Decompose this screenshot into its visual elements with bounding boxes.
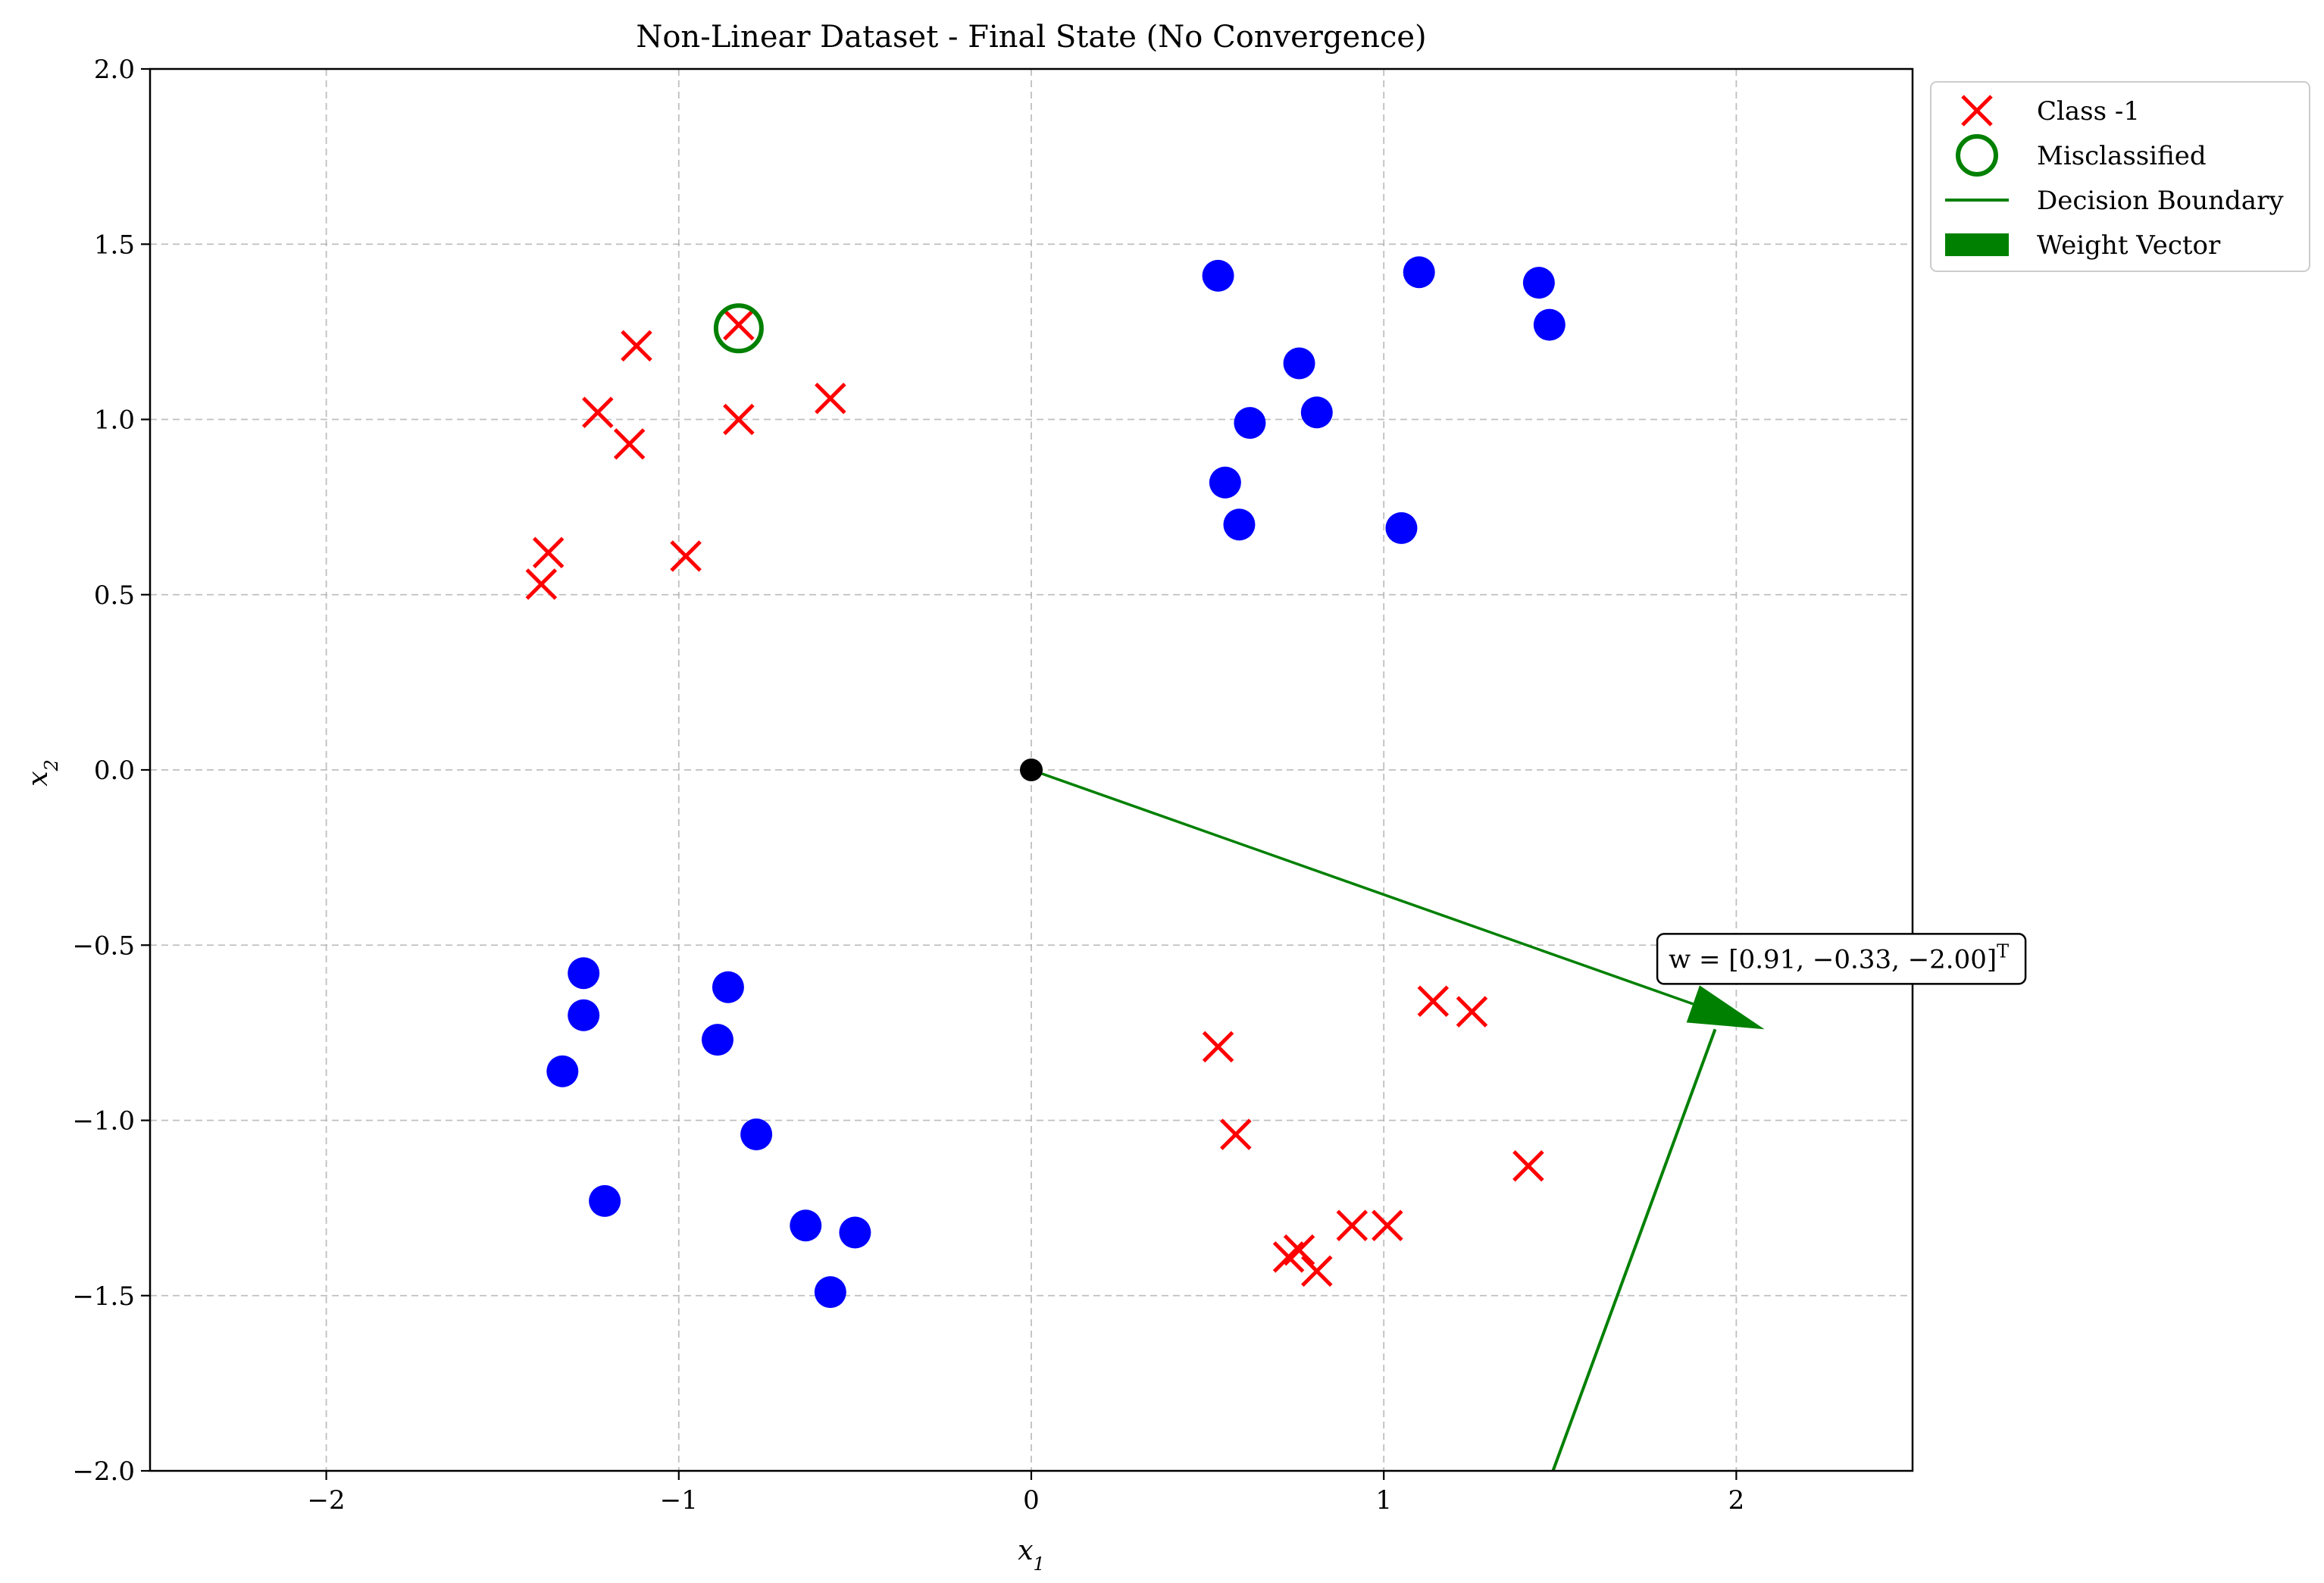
class-pos-marker <box>1533 308 1565 341</box>
class-pos-marker <box>1209 466 1241 499</box>
x-tick-label: 1 <box>1375 1485 1392 1516</box>
legend: Class -1 Misclassified Decision Boundary We… <box>1930 81 2310 272</box>
y-tick-label: 0.5 <box>94 580 135 611</box>
legend-label: Class -1 <box>2037 96 2140 127</box>
y-tick-label: −0.5 <box>72 931 135 961</box>
class-neg-marker <box>1512 1150 1544 1182</box>
class-neg-marker <box>723 308 755 341</box>
class-pos-marker <box>814 1276 846 1309</box>
class-neg-marker <box>1220 1118 1252 1150</box>
legend-marker-rect <box>1945 233 2009 256</box>
legend-label: Decision Boundary <box>2037 186 2284 216</box>
class-pos-marker <box>1403 256 1435 289</box>
x-tick-label: 2 <box>1728 1485 1745 1516</box>
class-neg-marker <box>815 382 846 415</box>
weight-annotation: w = [0.91, −0.33, −2.00]T <box>1656 933 2027 985</box>
class-pos-marker <box>568 999 600 1031</box>
class-neg-marker <box>723 403 755 436</box>
class-neg-marker <box>582 396 614 429</box>
x-axis-title: x1 <box>1018 1535 1045 1575</box>
x-tick-label: −2 <box>308 1485 346 1516</box>
weight-vector-shaft <box>1031 768 1694 1006</box>
class-neg-marker <box>525 568 558 600</box>
y-tick-label: 2.0 <box>94 55 135 85</box>
y-tick-label: 1.0 <box>94 405 135 436</box>
legend-label: Weight Vector <box>2037 230 2221 261</box>
class-pos-marker <box>1234 407 1266 440</box>
class-pos-marker <box>740 1118 773 1150</box>
class-neg-marker <box>1417 985 1450 1018</box>
class-pos-marker <box>1522 267 1555 299</box>
class-pos-marker <box>712 971 744 1003</box>
class-neg-marker <box>532 537 565 569</box>
x-tick-label: −1 <box>660 1485 698 1516</box>
class-pos-marker <box>1385 512 1418 544</box>
legend-label: Misclassified <box>2037 141 2207 171</box>
axis-ticks: −2 −1 0 1 2 −2.0 −1.5 −1.0 −0.5 0.0 0.5 1.0 1.5 2.0 <box>72 55 1744 1516</box>
y-tick-label: −2.0 <box>72 1456 135 1487</box>
class-neg-marker <box>1456 996 1488 1028</box>
class-neg-marker <box>613 428 646 460</box>
weight-vector-head <box>1686 985 1765 1030</box>
annotation-box <box>1656 933 2027 985</box>
y-tick-label: 0.0 <box>94 756 135 786</box>
misclassified-marker <box>713 303 764 354</box>
decision-boundary-layer <box>1551 1028 1717 1472</box>
legend-marker-x <box>1961 95 1993 127</box>
weight-vector-layer <box>1031 768 1765 1030</box>
class-neg-marker <box>621 330 652 362</box>
class-neg-marker <box>1202 1031 1234 1063</box>
class-pos-marker <box>1300 396 1333 429</box>
annotation-text: w = [0.91, −0.33, −2.00]T <box>1669 940 2009 975</box>
legend-marker-circle <box>1956 134 1998 177</box>
class-neg-marker <box>1372 1209 1403 1242</box>
y-tick-label: 1.5 <box>94 230 135 260</box>
class-neg-marker <box>1301 1255 1333 1287</box>
x-tick-label: 0 <box>1023 1485 1040 1516</box>
class-pos-marker <box>589 1184 621 1217</box>
class-neg-marker <box>1336 1209 1368 1242</box>
class-pos-marker <box>546 1055 579 1087</box>
class-pos-marker <box>701 1024 733 1056</box>
origin-point <box>1020 759 1043 781</box>
data-points <box>525 256 1565 1309</box>
chart-title: Non-Linear Dataset - Final State (No Con… <box>636 20 1426 55</box>
class-neg-marker <box>670 540 702 572</box>
class-pos-marker <box>790 1209 822 1242</box>
decision-boundary-line <box>1551 1028 1717 1472</box>
y-tick-label: −1.0 <box>72 1106 135 1137</box>
legend-box <box>1930 81 2310 272</box>
class-pos-marker <box>1223 508 1256 541</box>
class-pos-marker <box>839 1216 871 1249</box>
y-tick-label: −1.5 <box>72 1281 135 1312</box>
class-pos-marker <box>1202 259 1234 292</box>
class-pos-marker <box>568 957 600 990</box>
y-axis-title: x2 <box>23 759 62 787</box>
class-pos-marker <box>1283 347 1315 380</box>
class-neg-marker <box>1283 1234 1315 1266</box>
